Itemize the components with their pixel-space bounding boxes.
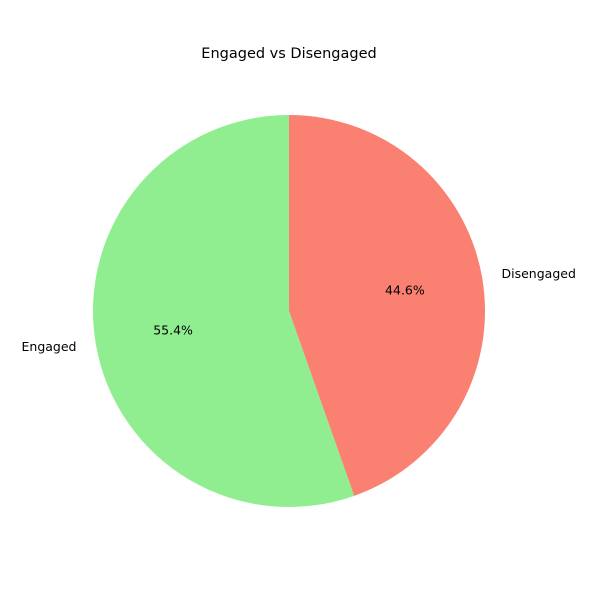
slices-layer (93, 115, 486, 507)
slice-label-engaged: Engaged (22, 339, 77, 354)
slice-percent-disengaged: 44.6% (385, 283, 425, 298)
labels-layer: Engaged 55.4% Disengaged 44.6% (22, 266, 576, 354)
chart-title: Engaged vs Disengaged (201, 46, 376, 62)
slice-percent-engaged: 55.4% (153, 322, 193, 337)
pie-slice-disengaged (289, 115, 486, 496)
slice-label-disengaged: Disengaged (502, 266, 576, 281)
pie-slice-engaged (93, 115, 355, 507)
